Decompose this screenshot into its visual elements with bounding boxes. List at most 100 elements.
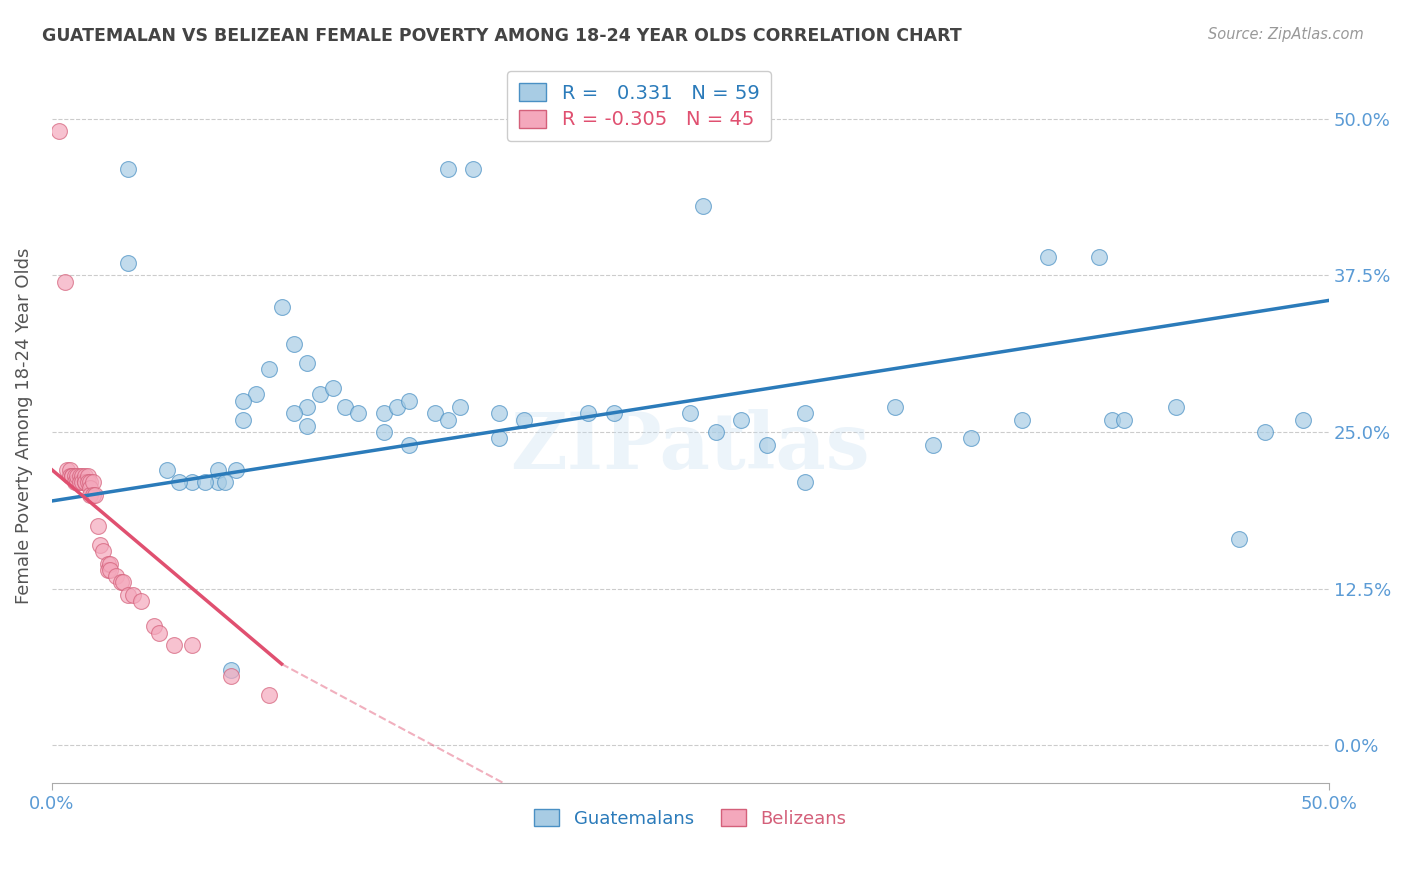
- Point: [117, 256, 139, 270]
- Point: [87, 519, 110, 533]
- Point: [148, 625, 170, 640]
- Point: [295, 356, 318, 370]
- Text: Source: ZipAtlas.com: Source: ZipAtlas.com: [1208, 27, 1364, 42]
- Point: [207, 463, 229, 477]
- Point: [142, 619, 165, 633]
- Point: [922, 437, 945, 451]
- Point: [207, 475, 229, 490]
- Point: [679, 406, 702, 420]
- Point: [72, 469, 94, 483]
- Point: [48, 124, 70, 138]
- Y-axis label: Female Poverty Among 18-24 Year Olds: Female Poverty Among 18-24 Year Olds: [15, 248, 32, 604]
- Point: [245, 387, 267, 401]
- Point: [100, 563, 122, 577]
- Point: [66, 469, 89, 483]
- Point: [270, 300, 292, 314]
- Point: [79, 475, 101, 490]
- Point: [110, 575, 132, 590]
- Point: [129, 594, 152, 608]
- Point: [960, 431, 983, 445]
- Point: [704, 425, 727, 439]
- Point: [1036, 250, 1059, 264]
- Point: [122, 588, 145, 602]
- Point: [219, 669, 242, 683]
- Point: [1101, 412, 1123, 426]
- Point: [225, 463, 247, 477]
- Point: [214, 475, 236, 490]
- Point: [117, 161, 139, 176]
- Point: [1254, 425, 1277, 439]
- Text: ZIPatlas: ZIPatlas: [510, 409, 870, 485]
- Point: [576, 406, 599, 420]
- Point: [283, 406, 305, 420]
- Point: [82, 488, 104, 502]
- Point: [219, 663, 242, 677]
- Point: [79, 482, 101, 496]
- Point: [488, 406, 510, 420]
- Point: [97, 563, 120, 577]
- Point: [69, 475, 91, 490]
- Point: [1227, 532, 1250, 546]
- Point: [449, 400, 471, 414]
- Point: [488, 431, 510, 445]
- Point: [156, 463, 179, 477]
- Point: [56, 463, 79, 477]
- Point: [59, 469, 82, 483]
- Point: [76, 475, 98, 490]
- Point: [1114, 412, 1136, 426]
- Point: [91, 544, 114, 558]
- Point: [295, 418, 318, 433]
- Point: [66, 475, 89, 490]
- Point: [169, 475, 191, 490]
- Point: [335, 400, 357, 414]
- Point: [181, 475, 204, 490]
- Point: [60, 469, 83, 483]
- Point: [53, 275, 76, 289]
- Point: [112, 575, 135, 590]
- Point: [309, 387, 332, 401]
- Point: [602, 406, 624, 420]
- Point: [1011, 412, 1033, 426]
- Point: [513, 412, 536, 426]
- Point: [232, 393, 254, 408]
- Point: [181, 638, 204, 652]
- Point: [794, 406, 817, 420]
- Point: [755, 437, 778, 451]
- Point: [63, 469, 86, 483]
- Point: [794, 475, 817, 490]
- Point: [59, 463, 82, 477]
- Point: [373, 425, 395, 439]
- Point: [1164, 400, 1187, 414]
- Point: [730, 412, 752, 426]
- Point: [423, 406, 446, 420]
- Point: [97, 557, 120, 571]
- Point: [73, 469, 96, 483]
- Point: [79, 488, 101, 502]
- Point: [1292, 412, 1315, 426]
- Point: [60, 469, 83, 483]
- Point: [1088, 250, 1111, 264]
- Point: [347, 406, 370, 420]
- Point: [883, 400, 905, 414]
- Point: [373, 406, 395, 420]
- Point: [322, 381, 344, 395]
- Point: [84, 488, 107, 502]
- Point: [73, 475, 96, 490]
- Point: [463, 161, 485, 176]
- Point: [194, 475, 217, 490]
- Point: [257, 688, 280, 702]
- Point: [104, 569, 127, 583]
- Point: [100, 557, 122, 571]
- Point: [398, 393, 420, 408]
- Point: [117, 588, 139, 602]
- Point: [63, 475, 86, 490]
- Point: [82, 475, 104, 490]
- Point: [163, 638, 186, 652]
- Point: [295, 400, 318, 414]
- Point: [232, 412, 254, 426]
- Point: [398, 437, 420, 451]
- Point: [76, 469, 98, 483]
- Point: [73, 475, 96, 490]
- Point: [436, 161, 458, 176]
- Point: [69, 469, 91, 483]
